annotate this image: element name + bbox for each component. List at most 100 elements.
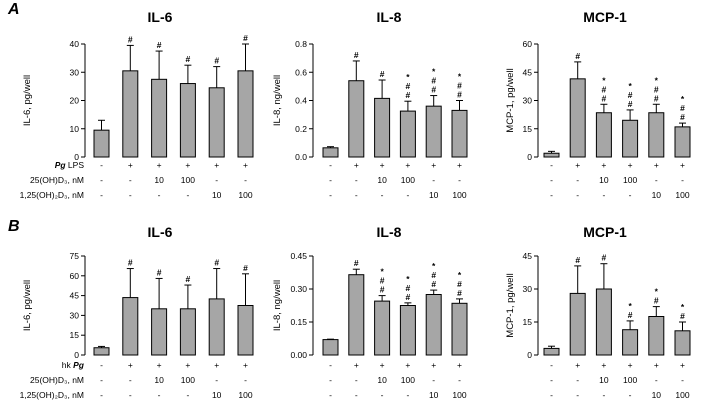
condition-value: 100 [181, 175, 195, 185]
condition-value: - [381, 190, 384, 200]
y-tick-label: 75 [70, 251, 80, 261]
condition-value: 100 [401, 375, 415, 385]
bar [425, 294, 442, 356]
y-axis-label: MCP-1, pg/well [505, 273, 516, 337]
condition-value: - [329, 390, 332, 400]
bar [648, 316, 665, 356]
condition-value: - [550, 360, 553, 370]
significance-mark: # [628, 310, 633, 320]
condition-value: 10 [599, 175, 609, 185]
bar [179, 308, 196, 356]
condition-value: - [458, 375, 461, 385]
significance-mark: # [243, 263, 248, 273]
significance-mark: * [628, 81, 632, 91]
condition-value: + [214, 160, 219, 170]
condition-value: 10 [652, 190, 662, 200]
condition-value: 10 [652, 390, 662, 400]
significance-mark: * [628, 301, 632, 311]
condition-label: 1,25(OH)₂D₃, nM [20, 390, 84, 400]
condition-value: 100 [452, 190, 466, 200]
condition-value: - [329, 160, 332, 170]
y-tick-label: 0.30 [290, 284, 307, 294]
condition-value: 10 [154, 175, 164, 185]
chart-title: MCP-1 [583, 9, 627, 25]
significance-mark: * [380, 267, 384, 277]
condition-value: + [654, 160, 659, 170]
condition-value: + [654, 360, 659, 370]
significance-mark: # [380, 285, 385, 295]
condition-value: + [354, 160, 359, 170]
condition-value: - [381, 390, 384, 400]
condition-value: - [629, 390, 632, 400]
significance-mark: # [380, 276, 385, 286]
significance-mark: # [654, 93, 659, 103]
y-tick-label: 0.15 [290, 317, 307, 327]
condition-value: - [329, 360, 332, 370]
significance-mark: # [128, 258, 133, 268]
bar [595, 288, 612, 356]
y-tick-label: 60 [523, 39, 533, 49]
bar [237, 70, 254, 158]
y-axis-label: IL-6, pg/well [22, 280, 33, 331]
condition-value: - [100, 190, 103, 200]
significance-mark: # [602, 93, 607, 103]
significance-mark: # [628, 90, 633, 100]
chart-title: IL-6 [148, 9, 173, 25]
bar [674, 126, 691, 158]
y-tick-label: 40 [70, 39, 80, 49]
y-tick-label: 0 [74, 350, 79, 360]
bar [322, 339, 339, 356]
condition-value: - [576, 175, 579, 185]
condition-value: - [576, 190, 579, 200]
significance-mark: # [457, 279, 462, 289]
chart-title: MCP-1 [583, 224, 627, 240]
condition-value: - [244, 175, 247, 185]
significance-mark: # [680, 103, 685, 113]
condition-value: - [244, 375, 247, 385]
bar [208, 87, 225, 158]
bar [374, 97, 391, 158]
condition-value: + [601, 160, 606, 170]
y-tick-label: 0.2 [295, 124, 307, 134]
y-tick-label: 60 [70, 271, 80, 281]
significance-mark: * [602, 75, 606, 85]
significance-mark: # [602, 84, 607, 94]
significance-mark: * [432, 67, 436, 77]
condition-value: - [100, 375, 103, 385]
significance-mark: * [458, 270, 462, 280]
condition-value: - [550, 375, 553, 385]
condition-value: + [214, 360, 219, 370]
condition-value: + [628, 160, 633, 170]
condition-value: - [158, 390, 161, 400]
y-tick-label: 0.4 [295, 96, 307, 106]
condition-value: - [129, 175, 132, 185]
condition-label: 25(OH)D₃, nM [30, 375, 84, 385]
significance-mark: # [457, 288, 462, 298]
significance-mark: # [602, 253, 607, 263]
bar [674, 330, 691, 356]
condition-value: - [681, 175, 684, 185]
condition-value: + [185, 160, 190, 170]
significance-mark: * [406, 274, 410, 284]
bar [208, 298, 225, 356]
significance-mark: # [406, 292, 411, 302]
y-axis-label: IL-8, ng/well [272, 75, 283, 126]
condition-value: - [681, 375, 684, 385]
condition-value: + [680, 360, 685, 370]
condition-value: - [329, 175, 332, 185]
y-tick-label: 0.0 [295, 152, 307, 162]
bar [543, 152, 560, 158]
condition-value: 100 [238, 190, 252, 200]
y-axis-label: MCP-1, pg/well [505, 68, 516, 132]
condition-value: - [432, 375, 435, 385]
significance-mark: * [458, 72, 462, 82]
significance-mark: * [432, 261, 436, 271]
chart-a-il-8: IL-80.00.20.40.60.8IL-8, ng/well## *##*##… [272, 9, 468, 200]
y-tick-label: 15 [523, 317, 533, 327]
bar [93, 347, 110, 356]
significance-mark: # [457, 81, 462, 91]
bar [425, 105, 442, 158]
condition-value: 100 [675, 190, 689, 200]
condition-value: 10 [599, 375, 609, 385]
significance-mark: # [157, 40, 162, 50]
